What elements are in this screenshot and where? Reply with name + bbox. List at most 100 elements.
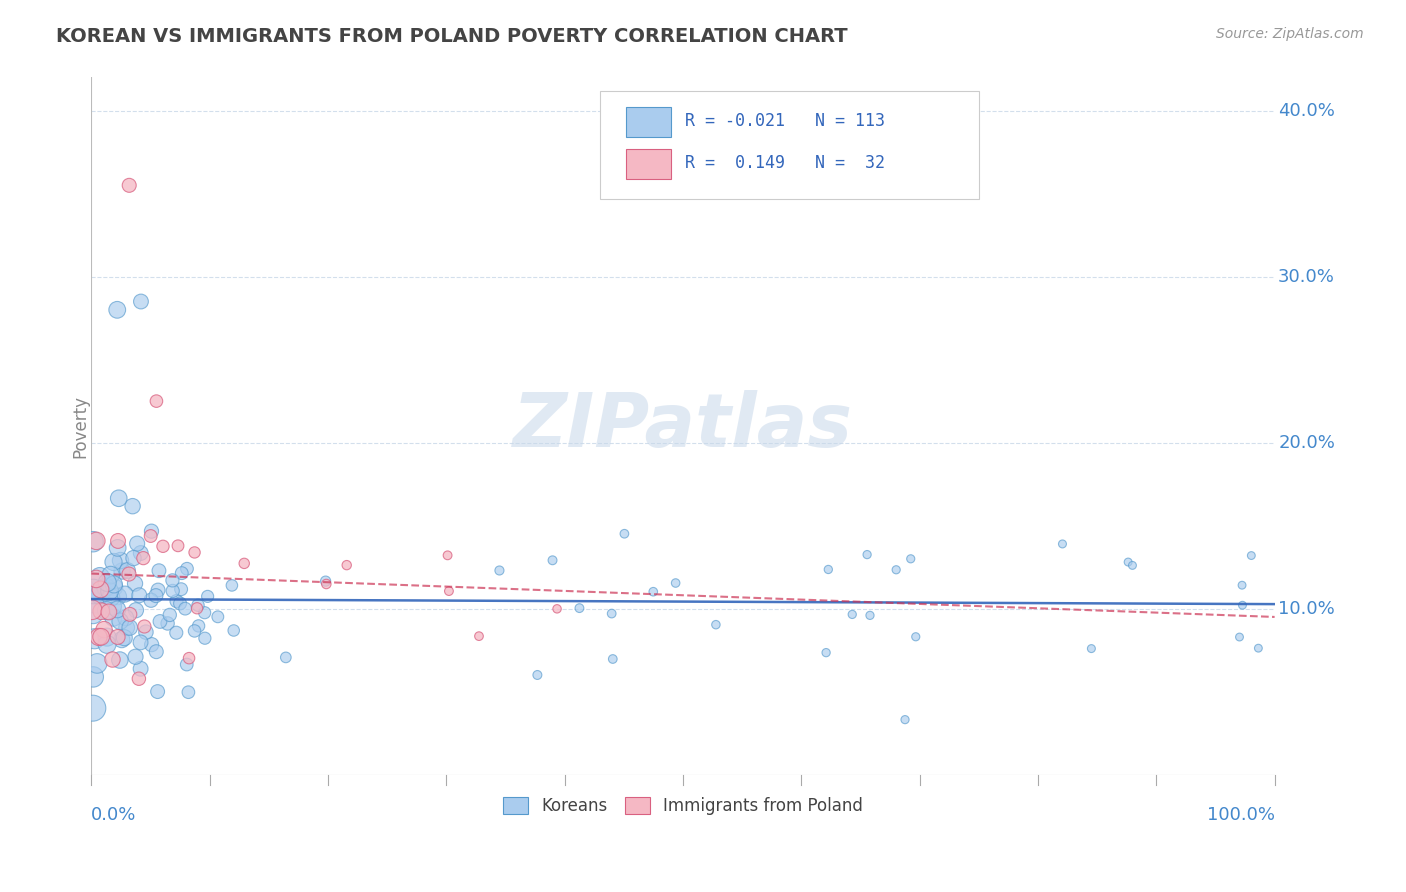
Point bbox=[107, 630, 129, 644]
Point bbox=[149, 615, 172, 629]
Y-axis label: Poverty: Poverty bbox=[72, 394, 89, 458]
Point bbox=[815, 646, 838, 660]
Point bbox=[600, 607, 623, 621]
Point bbox=[125, 603, 148, 617]
Text: R = -0.021   N = 113: R = -0.021 N = 113 bbox=[685, 112, 886, 130]
Point bbox=[115, 621, 138, 635]
Text: 100.0%: 100.0% bbox=[1206, 806, 1275, 824]
Point bbox=[166, 594, 188, 608]
Text: 20.0%: 20.0% bbox=[1278, 434, 1336, 451]
Point bbox=[108, 653, 131, 667]
Point bbox=[174, 601, 197, 615]
Point bbox=[96, 630, 118, 644]
Point bbox=[118, 621, 141, 635]
Point bbox=[704, 617, 727, 632]
Point bbox=[96, 575, 118, 590]
Point bbox=[546, 602, 568, 616]
Point bbox=[1116, 555, 1139, 569]
Point bbox=[107, 541, 129, 555]
Point bbox=[156, 616, 179, 631]
Point bbox=[96, 637, 118, 651]
Point bbox=[108, 615, 131, 629]
Point bbox=[84, 596, 107, 610]
Point bbox=[1080, 641, 1102, 656]
Point bbox=[643, 584, 665, 599]
Point bbox=[904, 630, 927, 644]
Point bbox=[128, 672, 150, 686]
Point bbox=[141, 524, 163, 538]
Point bbox=[221, 578, 243, 592]
Point bbox=[187, 619, 209, 633]
Point bbox=[121, 499, 143, 513]
Point bbox=[122, 551, 145, 566]
Point bbox=[124, 576, 146, 591]
Point bbox=[1232, 599, 1254, 613]
Point bbox=[145, 589, 167, 603]
Point bbox=[613, 526, 636, 541]
Point bbox=[111, 564, 134, 578]
Point bbox=[139, 593, 162, 607]
Point bbox=[86, 533, 108, 548]
FancyBboxPatch shape bbox=[600, 91, 979, 200]
Point bbox=[94, 580, 117, 594]
Point bbox=[97, 605, 120, 619]
Point bbox=[437, 584, 460, 599]
Point bbox=[148, 564, 170, 578]
Point bbox=[817, 562, 839, 576]
Point bbox=[124, 649, 146, 664]
Point bbox=[107, 533, 129, 548]
Point bbox=[128, 588, 150, 602]
Point bbox=[274, 650, 297, 665]
Point bbox=[80, 603, 103, 617]
Point bbox=[129, 662, 152, 676]
Point bbox=[90, 604, 112, 618]
Point bbox=[93, 623, 115, 637]
Point bbox=[82, 701, 104, 715]
Point bbox=[118, 607, 141, 622]
Point bbox=[1229, 630, 1251, 644]
Point bbox=[170, 582, 193, 597]
Point bbox=[83, 587, 105, 601]
Point bbox=[103, 555, 125, 569]
Point bbox=[859, 608, 882, 623]
Point bbox=[127, 536, 149, 550]
Point bbox=[146, 582, 169, 597]
Point bbox=[1230, 578, 1253, 592]
Point bbox=[1247, 641, 1270, 656]
Point bbox=[1052, 537, 1074, 551]
Point bbox=[170, 566, 193, 581]
Text: KOREAN VS IMMIGRANTS FROM POLAND POVERTY CORRELATION CHART: KOREAN VS IMMIGRANTS FROM POLAND POVERTY… bbox=[56, 27, 848, 45]
Point bbox=[222, 624, 245, 638]
Point bbox=[132, 551, 155, 566]
Point bbox=[568, 601, 591, 615]
Legend: Koreans, Immigrants from Poland: Koreans, Immigrants from Poland bbox=[496, 790, 869, 822]
Point bbox=[186, 601, 208, 615]
Point bbox=[111, 632, 134, 647]
Text: R =  0.149   N =  32: R = 0.149 N = 32 bbox=[685, 154, 886, 172]
FancyBboxPatch shape bbox=[626, 149, 671, 178]
Point bbox=[100, 568, 122, 582]
Point bbox=[1121, 558, 1143, 573]
Point bbox=[107, 590, 129, 604]
FancyBboxPatch shape bbox=[626, 107, 671, 136]
Point bbox=[90, 630, 112, 644]
Point bbox=[187, 599, 209, 613]
Point bbox=[110, 553, 132, 567]
Point bbox=[146, 684, 169, 698]
Point bbox=[841, 607, 863, 622]
Point bbox=[233, 557, 256, 571]
Point bbox=[894, 713, 917, 727]
Point bbox=[89, 582, 111, 597]
Point bbox=[112, 631, 135, 645]
Point bbox=[114, 611, 136, 625]
Point bbox=[183, 545, 205, 559]
Point bbox=[541, 553, 564, 567]
Point bbox=[1240, 549, 1263, 563]
Point bbox=[141, 638, 163, 652]
Point bbox=[118, 567, 141, 582]
Point bbox=[89, 587, 111, 601]
Text: 10.0%: 10.0% bbox=[1278, 599, 1334, 617]
Point bbox=[194, 631, 217, 645]
Point bbox=[177, 651, 200, 665]
Point bbox=[105, 602, 128, 616]
